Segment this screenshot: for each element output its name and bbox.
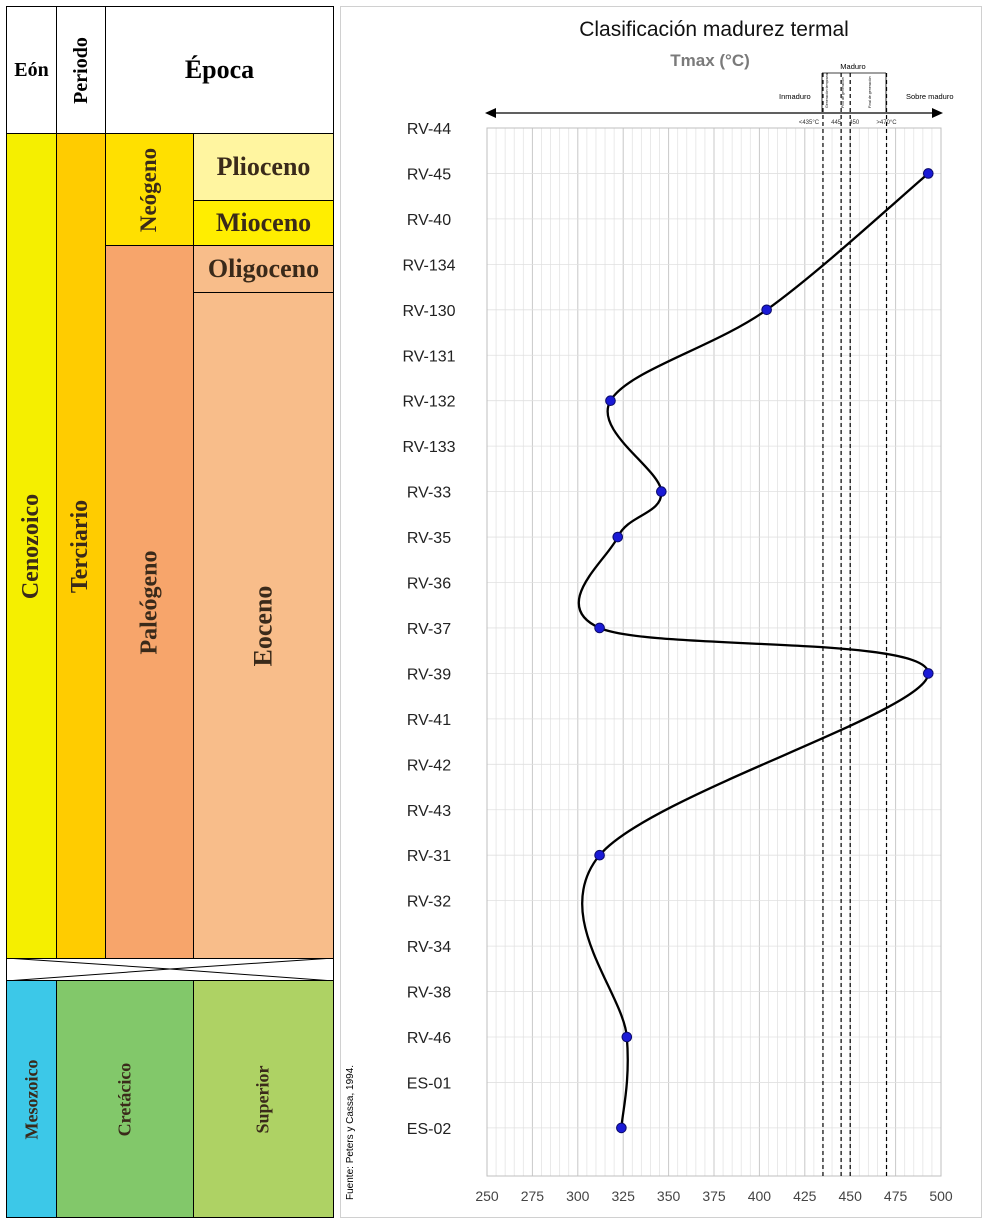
y-tick-label: RV-33 <box>407 485 451 502</box>
y-tick-label: RV-39 <box>407 666 451 683</box>
epoch-oligocene-label: Oligoceno <box>207 254 320 283</box>
threshold-label: >470°C <box>876 120 897 126</box>
y-tick-label: RV-41 <box>407 712 451 729</box>
epoch-pliocene-label: Plioceno <box>216 152 311 181</box>
tmax-data-point <box>612 531 624 543</box>
y-tick-label: RV-132 <box>402 394 455 411</box>
zone-mature-label: Maduro <box>840 62 865 71</box>
x-tick-label: 475 <box>884 1188 908 1204</box>
y-tick-label: RV-45 <box>407 166 451 183</box>
y-tick-label: RV-38 <box>407 985 451 1002</box>
x-tick-label: 400 <box>748 1188 772 1204</box>
tmax-series-line <box>577 172 930 1128</box>
x-tick-label: 425 <box>793 1188 817 1204</box>
subperiod-paleogene: Paleógeno <box>105 245 194 959</box>
tmax-data-point <box>656 486 667 497</box>
y-tick-label: RV-37 <box>407 621 451 638</box>
arrow-left-head <box>485 108 496 118</box>
zone-immature-label: Inmaduro <box>779 92 811 101</box>
y-tick-label: RV-36 <box>407 576 451 593</box>
y-tick-label: ES-01 <box>407 1075 452 1092</box>
x-tick-label: 325 <box>612 1188 636 1204</box>
plot-border <box>486 127 942 1177</box>
x-axis-label: Tmax (°C) <box>670 51 750 70</box>
tmax-data-point <box>594 622 605 634</box>
tmax-data-point <box>605 395 616 407</box>
zone-overmature-label: Sobre maduro <box>906 92 954 101</box>
chart-title: Clasificación madurez termal <box>579 18 849 41</box>
x-tick-label: 300 <box>566 1188 590 1204</box>
arrow-right-head <box>932 108 943 118</box>
threshold-label: 450 <box>849 120 860 126</box>
threshold-label: 445 <box>831 120 842 126</box>
x-tick-label: 350 <box>657 1188 681 1204</box>
tmax-data-point <box>594 849 605 861</box>
y-tick-label: RV-131 <box>402 348 455 365</box>
tmax-points <box>594 168 934 1134</box>
y-tick-label: RV-43 <box>407 803 451 820</box>
y-axis-labels: RV-44 RV-45 RV-40 RV-134 RV-130 RV-131 RV-132 R… <box>402 121 455 1138</box>
threshold-label: <435°C <box>799 120 820 126</box>
epoch-eocene: Eoceno <box>193 292 334 959</box>
plot-area <box>486 127 942 1177</box>
x-tick-label: 500 <box>929 1188 953 1204</box>
x-tick-label: 250 <box>475 1188 499 1204</box>
tmax-data-point <box>621 1031 633 1043</box>
epoch-miocene: Mioceno <box>193 200 334 246</box>
x-tick-label: 275 <box>521 1188 545 1204</box>
chart-frame <box>340 6 982 1218</box>
epoch-oligocene: Oligoceno <box>193 245 334 293</box>
header-epoch: Época <box>105 6 334 134</box>
y-tick-label: RV-32 <box>407 894 451 911</box>
tmax-data-point <box>922 668 934 679</box>
y-tick-label: RV-133 <box>402 439 455 456</box>
zone-peak-gen-label: Pico de generación <box>841 77 845 108</box>
zone-early-gen-label: Generación temprana <box>825 73 829 108</box>
y-tick-label: RV-44 <box>407 121 451 138</box>
epoch-upper: Superior <box>193 980 334 1218</box>
tmax-data-point <box>922 168 934 179</box>
threshold-lines: <435°C 445 450 >470°C <box>799 73 897 1176</box>
period-tertiary: Terciario <box>56 133 106 959</box>
header-eon-label: Eón <box>14 58 49 81</box>
zone-late-gen-label: Final de generación <box>868 76 872 108</box>
y-tick-label: RV-46 <box>407 1030 451 1047</box>
tmax-data-point <box>761 304 772 316</box>
stratigraphic-column: Eón Periodo Época Cenozoico Terciario Ne… <box>6 6 334 1218</box>
period-cretaceous: Cretácico <box>56 980 194 1218</box>
header-eon: Eón <box>6 6 57 134</box>
tmax-data-point <box>616 1122 627 1134</box>
header-period: Periodo <box>56 6 106 134</box>
epoch-miocene-label: Mioceno <box>215 208 312 237</box>
subperiod-neogene: Neógeno <box>105 133 194 246</box>
y-tick-label: RV-40 <box>407 212 451 229</box>
header-epoch-label: Época <box>184 55 255 84</box>
x-axis-tick-labels: 250 275 300 325 350 375 400 425 450 475 500 <box>475 1188 953 1204</box>
y-tick-label: RV-134 <box>402 257 455 274</box>
y-tick-label: ES-02 <box>407 1121 452 1138</box>
y-tick-label: RV-130 <box>402 303 455 320</box>
y-tick-label: RV-34 <box>407 939 451 956</box>
x-tick-label: 375 <box>702 1188 726 1204</box>
x-tick-label: 450 <box>839 1188 863 1204</box>
tmax-curve <box>577 172 930 1128</box>
y-tick-label: RV-31 <box>407 848 451 865</box>
eon-mesozoic: Mesozoico <box>6 980 57 1218</box>
y-tick-label: RV-42 <box>407 757 451 774</box>
y-tick-label: RV-35 <box>407 530 451 547</box>
